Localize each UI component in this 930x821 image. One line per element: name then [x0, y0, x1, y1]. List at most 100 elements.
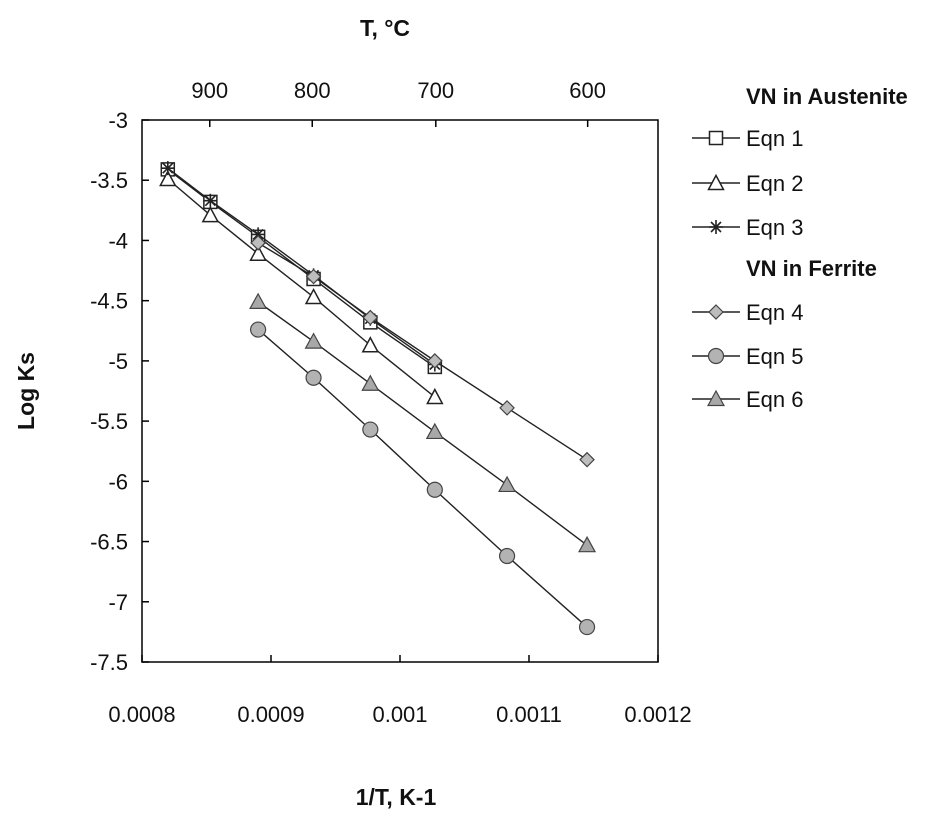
top-tick-label: 900 [191, 78, 228, 103]
triangle-marker [361, 336, 380, 353]
triangle-marker [304, 287, 323, 305]
diamond-marker [362, 309, 379, 326]
data-point [251, 227, 266, 242]
circle-marker [250, 321, 267, 338]
y-tick-label: -4.5 [90, 289, 128, 314]
y-tick-label: -4 [108, 228, 128, 253]
series-eqn-2 [159, 169, 444, 405]
data-point [426, 387, 444, 405]
data-point [708, 304, 724, 320]
y-axis: -3 -3.5 -4 -4.5 -5 -5.5 -6 -6.5 -7 -7.5 [90, 108, 149, 675]
data-point [250, 321, 267, 338]
y-tick-label: -3.5 [90, 168, 128, 193]
y-tick-label: -7.5 [90, 650, 128, 675]
top-tick-label: 600 [569, 78, 606, 103]
data-point [498, 547, 516, 565]
triangle-marker [707, 173, 725, 191]
legend-entry: Eqn 3 [692, 215, 804, 240]
data-point [709, 220, 723, 234]
data-point [201, 206, 220, 223]
diamond-marker [250, 235, 266, 251]
x-axis: 0.0008 0.0009 0.001 0.0011 0.0012 [108, 655, 692, 727]
data-point [250, 235, 266, 251]
data-point [579, 451, 595, 468]
legend-entry: Eqn 2 [692, 171, 804, 196]
x-tick-label: 0.001 [372, 702, 427, 727]
y-tick-label: -3 [108, 108, 128, 133]
legend-entry: Eqn 5 [692, 344, 804, 369]
circle-marker [362, 421, 379, 438]
top-tick-label: 700 [417, 78, 454, 103]
series-line [167, 178, 436, 398]
series-eqn-4 [250, 235, 595, 468]
y-tick-label: -5.5 [90, 409, 128, 434]
data-point [203, 193, 218, 208]
data-point [305, 268, 322, 285]
data-point [249, 244, 267, 261]
x-tick-label: 0.0012 [624, 702, 691, 727]
legend-label: Eqn 5 [746, 344, 804, 369]
series-layer [159, 161, 597, 636]
legend-label: Eqn 2 [746, 171, 804, 196]
legend-label: Eqn 1 [746, 126, 804, 151]
square-marker [708, 130, 724, 146]
data-point [706, 389, 726, 407]
triangle-marker [304, 332, 323, 349]
diamond-marker [579, 451, 595, 468]
data-point [498, 475, 517, 493]
data-point [160, 161, 175, 176]
data-point [426, 353, 443, 369]
data-point [578, 535, 597, 553]
data-point [159, 169, 177, 187]
data-point [707, 347, 725, 365]
data-point [361, 374, 380, 391]
data-point [304, 287, 323, 305]
diamond-marker [708, 304, 724, 320]
circle-marker [305, 369, 322, 386]
triangle-marker [361, 374, 380, 391]
circle-marker [707, 347, 725, 365]
legend-group-title-ferrite: VN in Ferrite [746, 256, 877, 281]
plot-area [141, 119, 659, 663]
data-point [362, 421, 379, 438]
series-eqn-6 [249, 292, 597, 553]
circle-marker [498, 547, 516, 565]
diamond-marker [499, 400, 515, 416]
circle-marker [426, 481, 443, 498]
y-tick-label: -6 [108, 469, 128, 494]
triangle-marker [425, 422, 444, 440]
triangle-marker [578, 535, 597, 553]
series-line [257, 242, 588, 461]
circle-marker [578, 618, 596, 636]
y-tick-label: -5 [108, 349, 128, 374]
asterisk-marker [251, 227, 266, 242]
top-axis-title: T, °C [360, 15, 410, 41]
data-point [361, 336, 380, 353]
legend-label: Eqn 4 [746, 300, 804, 325]
series-line [167, 167, 436, 366]
data-point [304, 332, 323, 349]
data-point [425, 422, 444, 440]
legend-entry: Eqn 4 [692, 300, 804, 325]
legend-label: Eqn 3 [746, 215, 804, 240]
data-point [305, 369, 322, 386]
x-axis-title: 1/T, K-1 [356, 784, 437, 810]
data-point [578, 618, 596, 636]
asterisk-marker [709, 220, 723, 234]
x-tick-label: 0.0011 [496, 702, 562, 727]
y-tick-label: -7 [108, 590, 128, 615]
legend: VN in Austenite VN in Ferrite Eqn 1 Eqn 2… [692, 84, 908, 412]
triangle-marker [706, 389, 726, 407]
y-axis-title: Log Ks [13, 352, 39, 430]
data-point [249, 292, 268, 309]
data-point [708, 130, 724, 146]
data-point [362, 309, 379, 326]
triangle-marker [249, 244, 267, 261]
y-tick-label: -6.5 [90, 530, 128, 555]
triangle-marker [426, 387, 444, 405]
legend-entry: Eqn 1 [692, 126, 804, 151]
top-tick-label: 800 [294, 78, 331, 103]
data-point [499, 400, 515, 416]
top-axis: 900 800 700 600 [191, 78, 606, 127]
